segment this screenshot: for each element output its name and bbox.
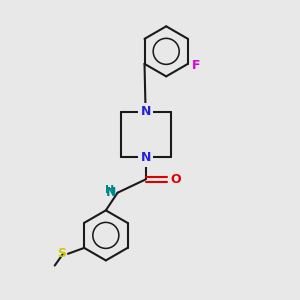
Text: H: H xyxy=(105,185,114,195)
Text: O: O xyxy=(171,173,181,186)
Text: F: F xyxy=(192,59,200,72)
Text: S: S xyxy=(58,247,67,260)
Text: N: N xyxy=(140,152,151,164)
Text: N: N xyxy=(140,105,151,118)
Text: N: N xyxy=(106,186,116,199)
